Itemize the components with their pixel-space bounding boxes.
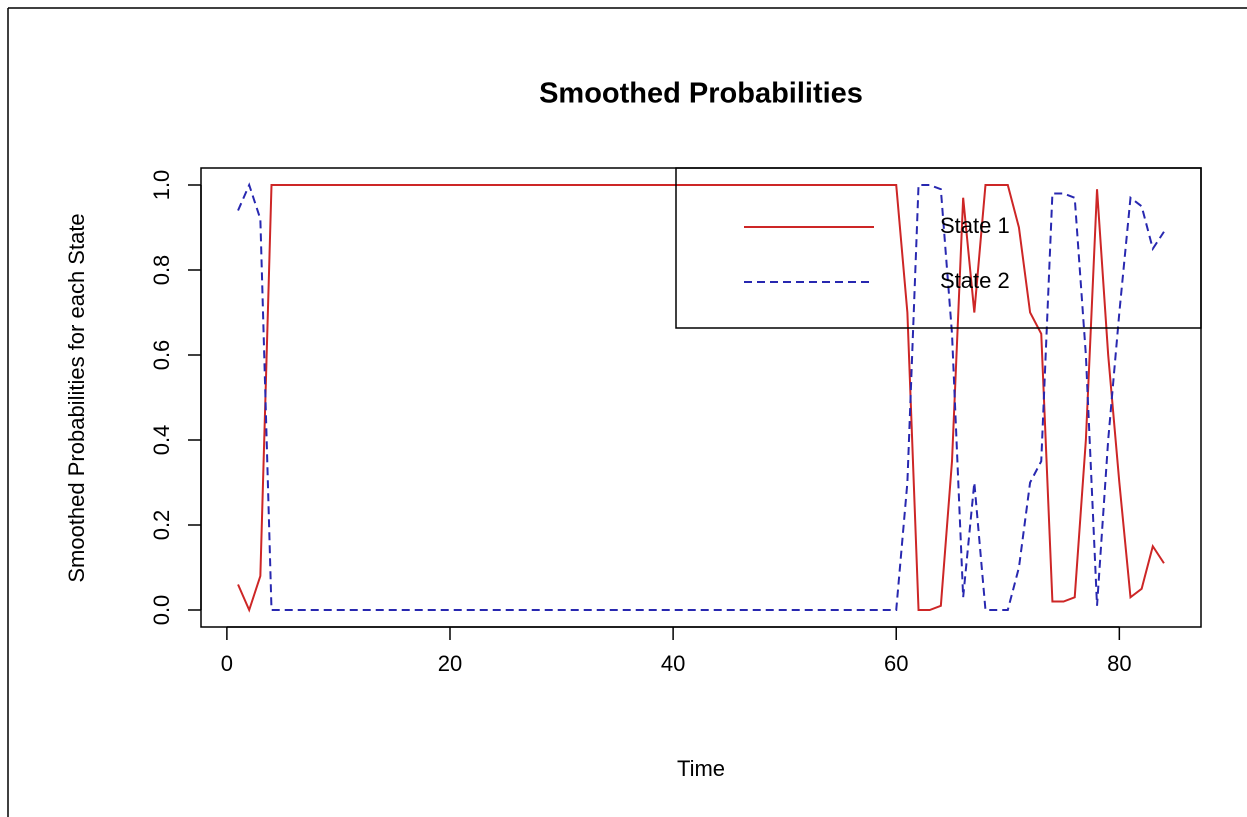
chart-title: Smoothed Probabilities xyxy=(539,78,863,110)
y-tick-label: 0.8 xyxy=(149,255,174,286)
y-tick-label: 0.2 xyxy=(149,510,174,541)
x-axis-label: Time xyxy=(677,756,725,781)
y-tick-label: 0.6 xyxy=(149,340,174,371)
legend-label: State 2 xyxy=(940,268,1010,293)
x-tick-label: 40 xyxy=(661,651,685,676)
series-line xyxy=(237,184,1165,613)
x-tick-label: 80 xyxy=(1107,651,1131,676)
y-tick-label: 0.4 xyxy=(149,425,174,456)
series-line xyxy=(237,182,1165,611)
x-tick-label: 60 xyxy=(884,651,908,676)
y-tick-label: 0.0 xyxy=(149,595,174,626)
x-tick-label: 0 xyxy=(221,651,233,676)
y-axis-label: Smoothed Probabilities for each State xyxy=(64,213,89,582)
legend-label: State 1 xyxy=(940,213,1010,238)
x-tick-label: 20 xyxy=(438,651,462,676)
y-tick-label: 1.0 xyxy=(149,170,174,201)
legend-box xyxy=(675,167,1202,329)
